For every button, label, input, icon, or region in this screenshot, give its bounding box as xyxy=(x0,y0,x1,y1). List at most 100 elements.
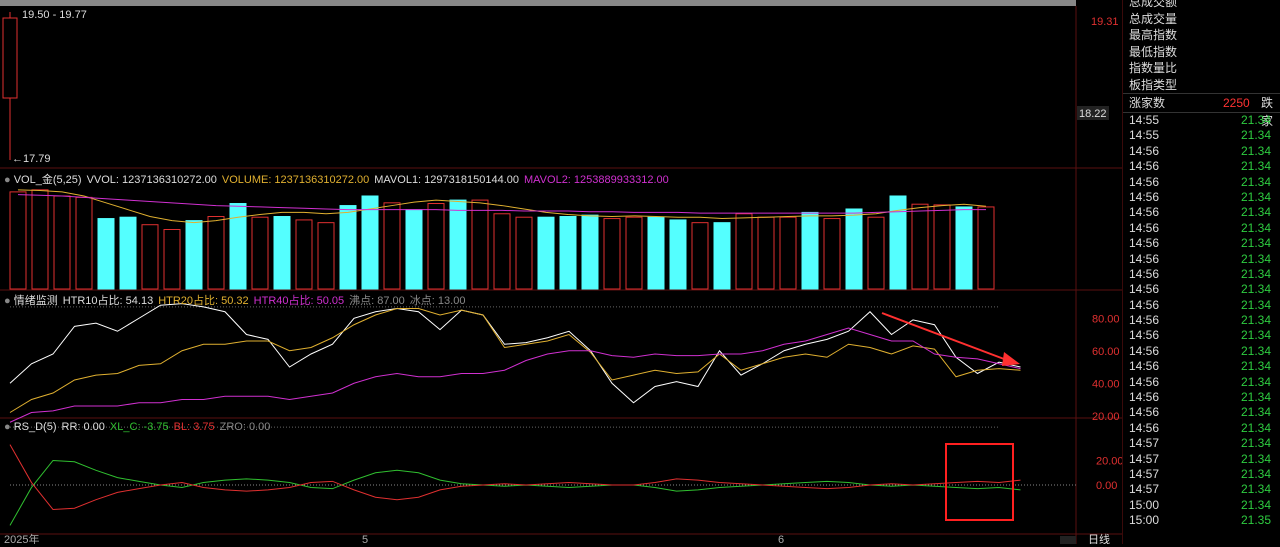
volume-bar[interactable] xyxy=(53,195,71,290)
volume-bar[interactable] xyxy=(9,191,27,290)
volume-bar[interactable] xyxy=(735,213,753,290)
volume-bar[interactable] xyxy=(471,199,489,290)
tick-time: 14:56 xyxy=(1129,205,1160,220)
volume-bar[interactable] xyxy=(889,195,907,290)
volume-bar[interactable] xyxy=(185,220,203,290)
header-item: BL: 3.75 xyxy=(173,421,215,433)
tick-row[interactable]: 14:56 21.34 xyxy=(1123,344,1280,359)
tick-row[interactable]: 14:56 21.34 xyxy=(1123,190,1280,205)
rs-axis-label: 0.00 xyxy=(1096,480,1117,492)
volume-bar[interactable] xyxy=(801,211,819,290)
tick-row[interactable]: 14:56 21.34 xyxy=(1123,390,1280,405)
tick-row[interactable]: 14:56 21.34 xyxy=(1123,359,1280,374)
volume-bar[interactable] xyxy=(163,229,181,290)
volume-bar[interactable] xyxy=(229,203,247,290)
volume-bar[interactable] xyxy=(757,216,775,290)
tick-row[interactable]: 14:56 21.34 xyxy=(1123,375,1280,390)
mood-header: ● 情绪监测 HTR10占比: 54.13 HTR20占比: 50.32 HTR40占… xyxy=(4,292,470,308)
volume-bar[interactable] xyxy=(933,204,951,290)
tick-row[interactable]: 14:57 21.34 xyxy=(1123,436,1280,451)
chart-area[interactable]: 19.50 - 19.77 ←17.79 19.31 18.22 80.00 60… xyxy=(0,0,1124,546)
tick-row[interactable]: 14:57 21.34 xyxy=(1123,467,1280,482)
volume-bar[interactable] xyxy=(515,216,533,290)
tick-row[interactable]: 14:56 21.34 xyxy=(1123,267,1280,282)
tick-row[interactable]: 14:56 21.34 xyxy=(1123,405,1280,420)
volume-bar[interactable] xyxy=(427,203,445,290)
header-dot-icon[interactable]: ● xyxy=(4,174,14,186)
top-scroll-strip[interactable] xyxy=(0,0,1076,6)
tick-row[interactable]: 14:56 21.34 xyxy=(1123,313,1280,328)
volume-bar[interactable] xyxy=(273,216,291,290)
volume-bar[interactable] xyxy=(823,218,841,290)
volume-bar[interactable] xyxy=(625,216,643,290)
tick-price: 21.34 xyxy=(1241,390,1272,405)
volume-bar[interactable] xyxy=(559,216,577,290)
volume-bar[interactable] xyxy=(207,216,225,290)
tick-row[interactable]: 15:00 21.34 xyxy=(1123,498,1280,513)
volume-bar[interactable] xyxy=(691,222,709,290)
price-candle-body[interactable] xyxy=(2,17,18,99)
mood-axis-label: 60.00 xyxy=(1092,346,1120,358)
tick-row[interactable]: 14:57 21.34 xyxy=(1123,452,1280,467)
tick-row[interactable]: 14:55 21.34 xyxy=(1123,128,1280,143)
tick-row[interactable]: 14:56 21.34 xyxy=(1123,252,1280,267)
volume-bar[interactable] xyxy=(75,196,93,290)
tick-list[interactable]: 14:55 21.34 14:55 21.34 14:56 21.34 14:56 21.34… xyxy=(1123,113,1280,529)
volume-bar[interactable] xyxy=(867,216,885,290)
volume-chart xyxy=(9,189,995,290)
volume-bar[interactable] xyxy=(405,209,423,290)
volume-bar[interactable] xyxy=(97,218,115,290)
volume-bar[interactable] xyxy=(537,216,555,290)
volume-bar[interactable] xyxy=(603,218,621,290)
header-dot-icon[interactable]: ● xyxy=(4,421,14,433)
tick-row[interactable]: 14:56 21.34 xyxy=(1123,298,1280,313)
volume-bar[interactable] xyxy=(31,189,49,290)
volume-bar[interactable] xyxy=(251,216,269,290)
tick-row[interactable]: 14:57 21.34 xyxy=(1123,482,1280,497)
tick-row[interactable]: 14:55 21.34 xyxy=(1123,113,1280,128)
volume-bar[interactable] xyxy=(845,208,863,290)
period-label[interactable]: 日线 xyxy=(1088,532,1110,546)
tick-row[interactable]: 14:56 21.34 xyxy=(1123,159,1280,174)
price-axis-marker: 18.22 xyxy=(1079,108,1107,120)
volume-bar[interactable] xyxy=(581,214,599,290)
volume-bar[interactable] xyxy=(713,222,731,290)
volume-bar[interactable] xyxy=(141,224,159,290)
tick-row[interactable]: 14:56 21.34 xyxy=(1123,221,1280,236)
volume-bar[interactable] xyxy=(669,219,687,290)
tick-row[interactable]: 14:56 21.34 xyxy=(1123,421,1280,436)
header-dot-icon[interactable]: ● xyxy=(4,295,14,307)
volume-bar[interactable] xyxy=(295,219,313,290)
info-list: 总成交额 总成交量 最高指数 最低指数 指数量比 板指类型 xyxy=(1123,0,1280,93)
volume-bar[interactable] xyxy=(449,199,467,290)
tick-time: 14:57 xyxy=(1129,451,1160,466)
volume-bar[interactable] xyxy=(911,203,929,290)
tick-row[interactable]: 15:00 21.35 xyxy=(1123,513,1280,528)
rs-axis: 20.00 0.00 xyxy=(1096,456,1124,493)
scroll-button[interactable] xyxy=(1060,536,1076,544)
volume-bar[interactable] xyxy=(383,202,401,290)
tick-price: 21.34 xyxy=(1241,174,1272,189)
tick-row[interactable]: 14:56 21.34 xyxy=(1123,236,1280,251)
tick-time: 14:56 xyxy=(1129,374,1160,389)
volume-bar[interactable] xyxy=(647,216,665,290)
tick-row[interactable]: 14:56 21.34 xyxy=(1123,328,1280,343)
chart-canvas[interactable]: 19.50 - 19.77 ←17.79 19.31 18.22 80.0060… xyxy=(0,0,1124,546)
volume-bar[interactable] xyxy=(779,216,797,290)
tick-price: 21.34 xyxy=(1241,159,1272,174)
volume-bar[interactable] xyxy=(339,205,357,290)
volume-bar[interactable] xyxy=(361,195,379,290)
tick-time: 14:57 xyxy=(1129,466,1160,481)
volume-bar[interactable] xyxy=(119,216,137,290)
tick-row[interactable]: 14:56 21.34 xyxy=(1123,282,1280,297)
rise-label: 涨家数 xyxy=(1129,96,1166,110)
volume-bar[interactable] xyxy=(317,222,335,290)
volume-bar[interactable] xyxy=(955,206,973,290)
tick-row[interactable]: 14:56 21.34 xyxy=(1123,205,1280,220)
volume-bar[interactable] xyxy=(977,206,995,290)
header-item: RR: 0.00 xyxy=(61,421,105,433)
tick-row[interactable]: 14:56 21.34 xyxy=(1123,175,1280,190)
volume-bar[interactable] xyxy=(493,213,511,290)
tick-row[interactable]: 14:56 21.34 xyxy=(1123,144,1280,159)
tick-price: 21.34 xyxy=(1241,189,1272,204)
